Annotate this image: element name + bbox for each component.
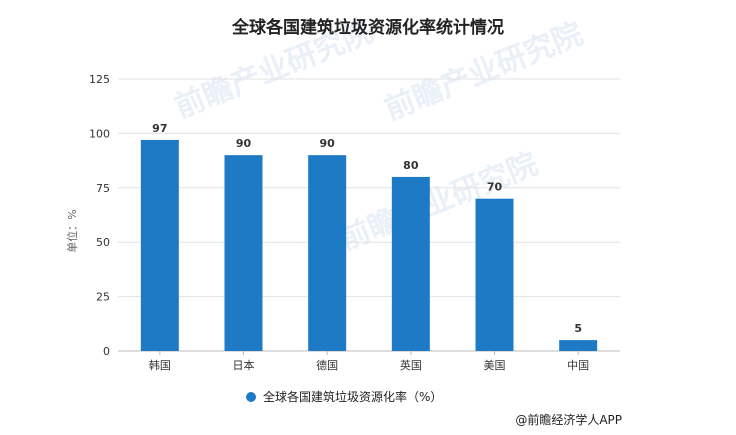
bar-1	[224, 155, 263, 351]
bars	[140, 139, 598, 351]
x-tick-label: 韩国	[149, 358, 171, 372]
data-label: 90	[236, 137, 252, 150]
bar-5	[559, 340, 598, 351]
data-label: 90	[320, 137, 336, 150]
y-tick-labels: 0 25 50 75 100 125	[89, 73, 110, 358]
x-tick-label: 英国	[400, 358, 422, 372]
y-tick-label: 25	[96, 291, 110, 304]
y-tick-label: 0	[103, 345, 110, 358]
y-tick-label: 50	[96, 236, 110, 249]
y-tick-label: 75	[96, 182, 110, 195]
y-tick-label: 125	[89, 73, 110, 86]
legend[interactable]: 全球各国建筑垃圾资源化率（%）	[246, 389, 442, 404]
legend-label: 全球各国建筑垃圾资源化率（%）	[263, 389, 442, 404]
x-tick-label: 中国	[567, 359, 589, 372]
gridlines	[118, 78, 620, 352]
data-label: 70	[487, 181, 503, 194]
bar-3	[391, 176, 430, 351]
data-label: 80	[403, 159, 419, 172]
legend-marker	[246, 392, 256, 402]
y-tick-label: 100	[89, 127, 110, 140]
data-labels: 97 90 90 80 70 5	[152, 122, 582, 335]
chart-title: 全球各国建筑垃圾资源化率统计情况	[231, 17, 504, 38]
y-axis-label: 单位：%	[65, 209, 79, 252]
data-label: 5	[574, 322, 582, 335]
x-tick-label: 美国	[484, 359, 506, 372]
bar-4	[475, 198, 514, 351]
source-credit: @前瞻经济学人APP	[515, 412, 622, 427]
bar-2	[308, 155, 347, 351]
bar-0	[140, 139, 179, 351]
data-label: 97	[152, 122, 167, 135]
x-tick-label: 日本	[233, 358, 255, 372]
x-tick-labels: 韩国 日本 德国 英国 美国 中国	[149, 351, 589, 372]
x-tick-label: 德国	[316, 358, 338, 372]
